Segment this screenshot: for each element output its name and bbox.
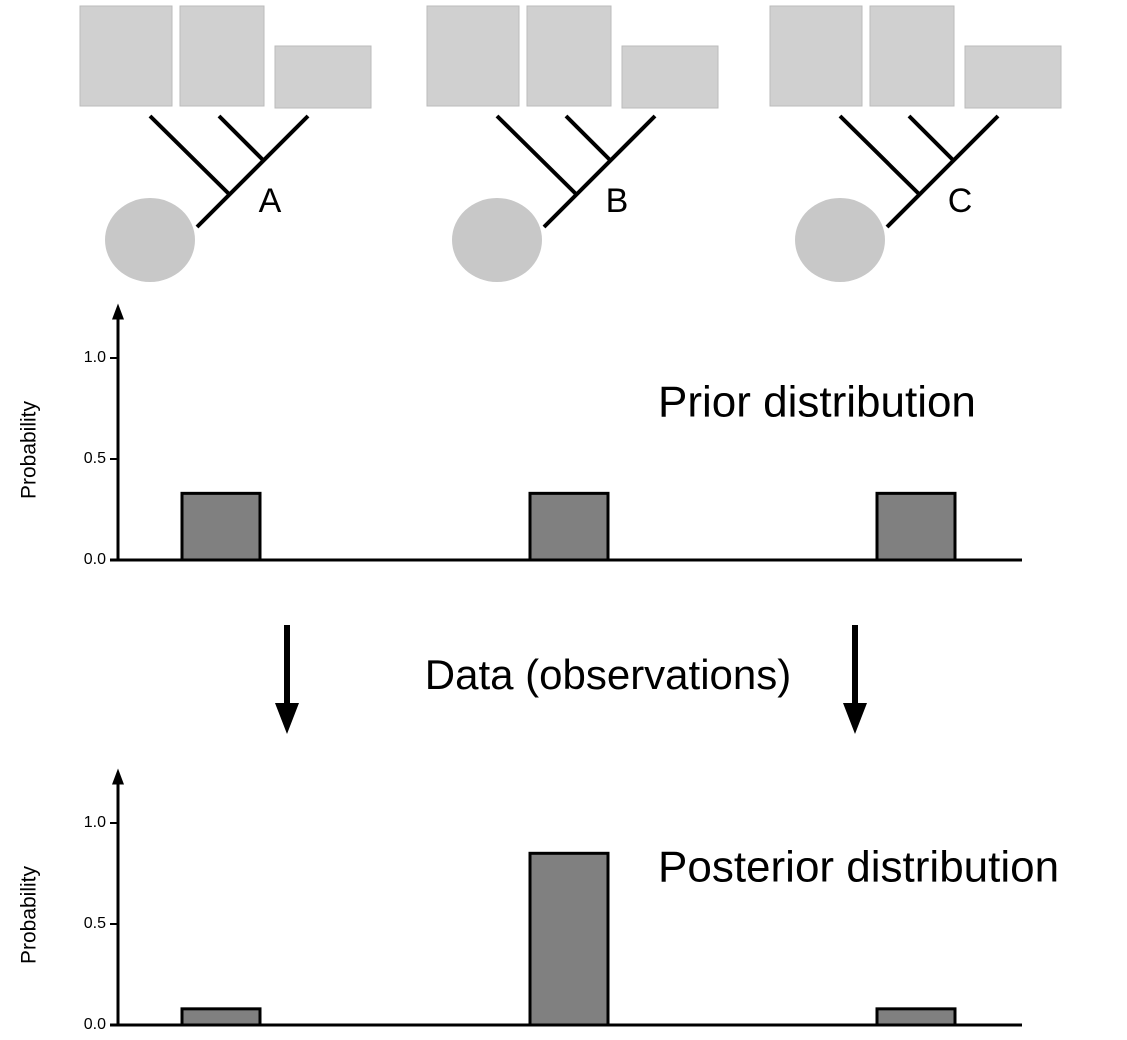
species-picture	[79, 5, 173, 107]
annotation: Data (observations)	[425, 651, 792, 698]
chart: 0.0 0.5 1.0 Probability Prior distribution	[18, 303, 1022, 568]
tree: A	[79, 5, 372, 282]
tree-label: B	[606, 182, 629, 220]
tree-branch	[564, 114, 612, 162]
species-picture	[964, 45, 1062, 109]
tree-branch	[838, 114, 921, 196]
y-tick-label: 0.0	[84, 551, 106, 568]
y-tick-label: 1.0	[84, 349, 106, 366]
tree-branch	[217, 114, 265, 162]
species-picture	[426, 5, 520, 107]
bar	[180, 491, 262, 562]
outgroup-picture	[105, 198, 195, 282]
tree-branch	[495, 114, 578, 196]
tree-branch	[542, 114, 657, 229]
y-tick-label: 1.0	[84, 814, 106, 831]
tree-branch	[195, 114, 310, 229]
tree: B	[426, 5, 719, 282]
y-axis-label: Probability	[18, 865, 41, 964]
y-axis-arrow	[112, 768, 124, 785]
species-picture	[526, 5, 612, 107]
bar	[875, 1007, 957, 1027]
species-picture	[869, 5, 955, 107]
chart-title: Prior distribution	[658, 378, 976, 427]
outgroup-picture	[452, 198, 542, 282]
tree-branch	[885, 114, 1000, 229]
tree-branch	[148, 114, 231, 196]
arrow-head	[275, 703, 299, 734]
bar	[875, 491, 957, 562]
tree: C	[769, 5, 1062, 282]
tree-branch	[907, 114, 955, 162]
bar	[180, 1007, 262, 1027]
species-picture	[274, 45, 372, 109]
y-tick-label: 0.0	[84, 1016, 106, 1033]
chart: 0.0 0.5 1.0 Probability Posterior distributi…	[18, 768, 1059, 1033]
chart-title: Posterior distribution	[658, 843, 1059, 892]
y-axis-label: Probability	[18, 400, 41, 499]
y-axis-arrow	[112, 303, 124, 320]
arrow-head	[843, 703, 867, 734]
bar	[528, 851, 610, 1027]
trees: A B C	[79, 5, 1062, 282]
bar	[528, 491, 610, 562]
tree-label: C	[948, 182, 973, 220]
tree-label: A	[259, 182, 282, 220]
species-picture	[621, 45, 719, 109]
y-tick-label: 0.5	[84, 450, 106, 467]
outgroup-picture	[795, 198, 885, 282]
species-picture	[769, 5, 863, 107]
species-picture	[179, 5, 265, 107]
y-tick-label: 0.5	[84, 915, 106, 932]
